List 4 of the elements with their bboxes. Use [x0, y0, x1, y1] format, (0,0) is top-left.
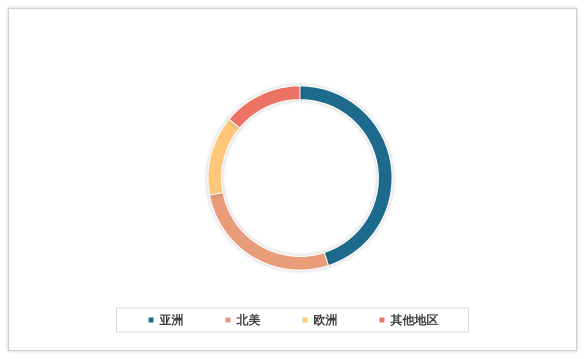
legend-label: 北美	[236, 313, 260, 327]
legend-label: 亚洲	[158, 313, 184, 327]
legend-label: 欧洲	[314, 313, 338, 327]
legend-label: 其他地区	[390, 313, 438, 327]
